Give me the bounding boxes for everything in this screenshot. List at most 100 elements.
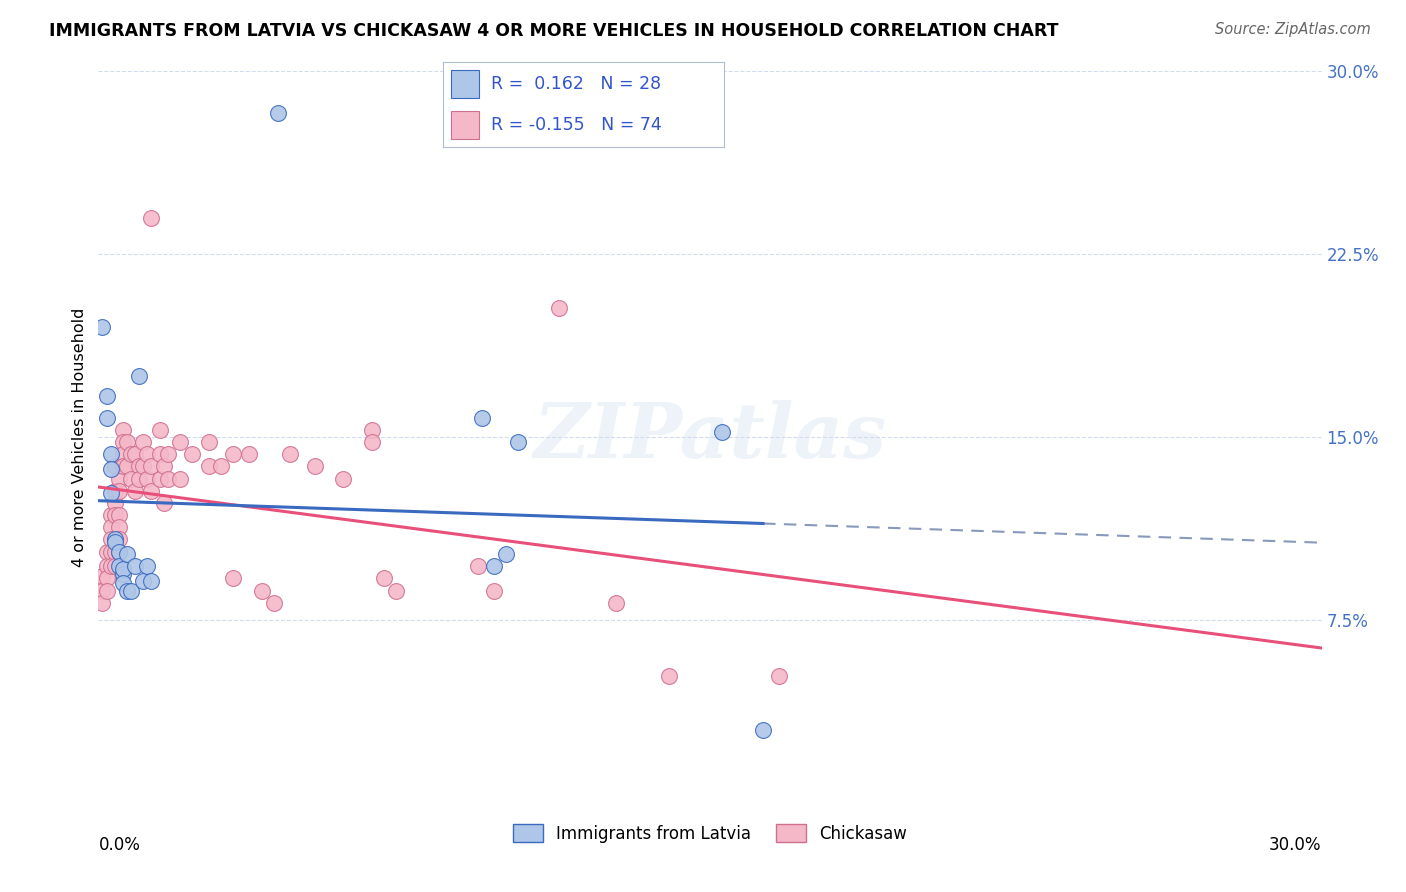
Point xyxy=(169,434,191,449)
Point xyxy=(100,508,122,522)
Point xyxy=(104,544,127,558)
Point xyxy=(111,576,134,591)
Point xyxy=(91,320,114,334)
Point xyxy=(181,447,204,461)
Point xyxy=(108,533,131,547)
Point xyxy=(104,459,127,474)
Point xyxy=(156,471,179,485)
Point xyxy=(100,520,122,534)
Point xyxy=(141,459,163,474)
Point xyxy=(658,669,681,683)
Point xyxy=(115,434,138,449)
Point xyxy=(304,459,326,474)
Text: 0.0%: 0.0% xyxy=(98,836,141,854)
FancyBboxPatch shape xyxy=(451,111,479,139)
Point xyxy=(385,583,408,598)
Point xyxy=(136,471,159,485)
Point xyxy=(222,447,245,461)
Point xyxy=(120,447,142,461)
Point xyxy=(111,434,134,449)
Point xyxy=(120,471,142,485)
Text: R =  0.162   N = 28: R = 0.162 N = 28 xyxy=(491,75,661,93)
Point xyxy=(120,583,142,598)
Text: ZIPatlas: ZIPatlas xyxy=(533,401,887,474)
Point xyxy=(495,547,517,561)
Point xyxy=(152,459,174,474)
FancyBboxPatch shape xyxy=(451,70,479,98)
Point xyxy=(108,544,131,558)
Point xyxy=(548,301,571,315)
Point xyxy=(128,459,150,474)
Point xyxy=(100,462,122,476)
Point xyxy=(467,559,489,574)
Point xyxy=(132,434,155,449)
Point xyxy=(100,447,122,461)
Point xyxy=(108,520,131,534)
Point xyxy=(149,447,172,461)
Point xyxy=(108,471,131,485)
Point xyxy=(108,483,131,498)
Point xyxy=(152,496,174,510)
Point xyxy=(360,434,382,449)
Point xyxy=(752,723,775,737)
Point xyxy=(96,583,118,598)
Point xyxy=(267,105,290,120)
Point xyxy=(111,566,134,581)
Point xyxy=(96,389,118,403)
Point xyxy=(373,572,395,586)
Point xyxy=(238,447,260,461)
Point xyxy=(111,562,134,576)
Point xyxy=(96,410,118,425)
Point xyxy=(149,423,172,437)
Point xyxy=(115,547,138,561)
Point xyxy=(222,572,245,586)
Point xyxy=(128,369,150,384)
Point xyxy=(96,544,118,558)
Point xyxy=(250,583,273,598)
Point xyxy=(100,544,122,558)
Point xyxy=(197,459,219,474)
Point xyxy=(115,459,138,474)
Point xyxy=(108,544,131,558)
Point xyxy=(149,471,172,485)
Point xyxy=(605,596,627,610)
Point xyxy=(124,559,146,574)
Text: 30.0%: 30.0% xyxy=(1270,836,1322,854)
Point xyxy=(128,471,150,485)
Point xyxy=(141,574,163,588)
Point xyxy=(96,572,118,586)
Point xyxy=(156,447,179,461)
Point xyxy=(104,496,127,510)
Point xyxy=(508,434,530,449)
Point xyxy=(108,508,131,522)
Point xyxy=(111,423,134,437)
Point xyxy=(471,410,494,425)
Point xyxy=(141,211,163,225)
Point xyxy=(124,447,146,461)
Point xyxy=(104,535,127,549)
Text: Source: ZipAtlas.com: Source: ZipAtlas.com xyxy=(1215,22,1371,37)
Point xyxy=(111,459,134,474)
Point xyxy=(96,559,118,574)
Point xyxy=(104,533,127,547)
Point xyxy=(768,669,790,683)
Point xyxy=(482,583,505,598)
Point xyxy=(209,459,232,474)
Point xyxy=(136,447,159,461)
Point xyxy=(197,434,219,449)
Point xyxy=(104,483,127,498)
Point xyxy=(332,471,354,485)
Point xyxy=(360,423,382,437)
Y-axis label: 4 or more Vehicles in Household: 4 or more Vehicles in Household xyxy=(72,308,87,566)
Point xyxy=(482,559,505,574)
Point xyxy=(136,559,159,574)
Text: IMMIGRANTS FROM LATVIA VS CHICKASAW 4 OR MORE VEHICLES IN HOUSEHOLD CORRELATION : IMMIGRANTS FROM LATVIA VS CHICKASAW 4 OR… xyxy=(49,22,1059,40)
Point xyxy=(91,569,114,583)
Point xyxy=(141,483,163,498)
Point xyxy=(100,559,122,574)
Text: R = -0.155   N = 74: R = -0.155 N = 74 xyxy=(491,116,661,134)
Point xyxy=(169,471,191,485)
Point xyxy=(132,459,155,474)
Point xyxy=(263,596,285,610)
Point xyxy=(91,583,114,598)
